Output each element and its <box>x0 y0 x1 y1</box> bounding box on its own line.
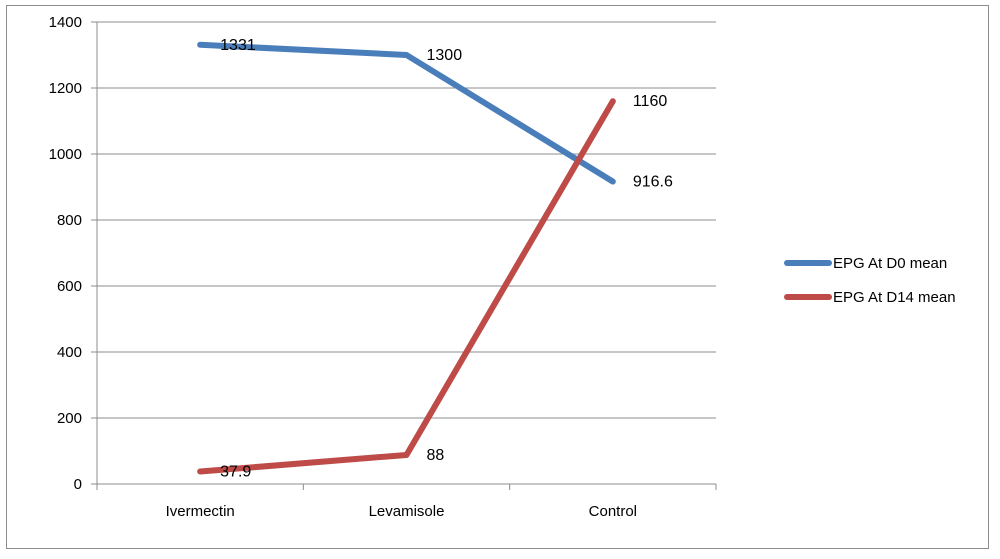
data-label-s1-1: 1300 <box>427 47 463 64</box>
y-tick-label: 1000 <box>49 146 82 163</box>
data-point-s1-0 <box>199 43 202 46</box>
y-tick-label: 600 <box>57 278 82 295</box>
data-label-s2-1: 88 <box>427 447 445 464</box>
y-tick-label: 1200 <box>49 80 82 97</box>
legend-label-2: EPG At D14 mean <box>833 289 956 306</box>
data-label-s1-0: 1331 <box>220 37 256 54</box>
chart-frame <box>6 5 989 549</box>
x-tick-label-control: Control <box>589 503 637 520</box>
y-tick-label: 400 <box>57 344 82 361</box>
y-tick-label: 1400 <box>49 14 82 31</box>
y-tick-label: 800 <box>57 212 82 229</box>
y-tick-label: 0 <box>74 476 82 493</box>
data-label-s2-2: 1160 <box>633 93 668 110</box>
x-tick-label-ivermectin: Ivermectin <box>166 503 235 520</box>
x-tick-label-levamisole: Levamisole <box>369 503 445 520</box>
data-label-s1-2: 916.6 <box>633 174 673 191</box>
data-point-s2-1 <box>405 453 408 456</box>
data-point-s2-0 <box>199 470 202 473</box>
data-point-s1-1 <box>405 54 408 56</box>
data-point-s1-2 <box>611 180 614 183</box>
series-line-1 <box>197 41 616 185</box>
data-point-s2-2 <box>611 100 614 103</box>
y-tick-label: 200 <box>57 410 82 427</box>
data-label-s2-0: 37.9 <box>220 463 251 480</box>
legend-label-1: EPG At D0 mean <box>833 255 947 272</box>
